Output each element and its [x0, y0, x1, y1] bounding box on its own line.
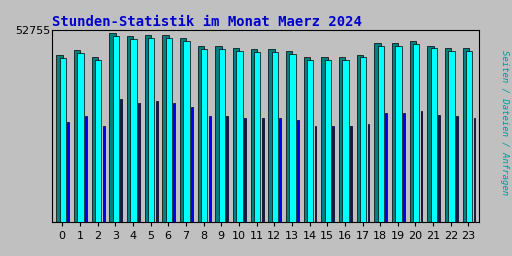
Bar	[244, 118, 246, 222]
Bar	[339, 57, 345, 222]
Bar	[463, 48, 469, 222]
Bar	[67, 122, 69, 222]
Bar	[251, 49, 257, 222]
Bar	[262, 118, 264, 222]
Bar	[272, 52, 278, 222]
Bar	[286, 51, 292, 222]
Bar	[166, 38, 172, 222]
Bar	[110, 33, 116, 222]
Bar	[420, 111, 422, 222]
Bar	[268, 49, 274, 222]
Bar	[449, 51, 455, 222]
Bar	[368, 124, 370, 222]
Bar	[120, 99, 122, 222]
Bar	[456, 116, 458, 222]
Bar	[428, 46, 434, 222]
Bar	[466, 51, 473, 222]
Bar	[77, 53, 84, 222]
Bar	[74, 50, 80, 222]
Bar	[322, 57, 328, 222]
Bar	[198, 47, 204, 222]
Bar	[360, 57, 367, 222]
Bar	[343, 60, 349, 222]
Bar	[145, 35, 151, 222]
Bar	[95, 60, 101, 222]
Bar	[173, 103, 175, 222]
Bar	[289, 54, 296, 222]
Bar	[201, 49, 207, 222]
Bar	[162, 35, 168, 222]
Bar	[385, 113, 387, 222]
Bar	[304, 57, 310, 222]
Bar	[148, 38, 155, 222]
Bar	[237, 51, 243, 222]
Text: Seiten / Dateien / Anfragen: Seiten / Dateien / Anfragen	[500, 50, 509, 195]
Bar	[131, 39, 137, 222]
Bar	[445, 48, 451, 222]
Bar	[216, 47, 222, 222]
Bar	[102, 126, 104, 222]
Bar	[180, 38, 186, 222]
Bar	[413, 44, 419, 222]
Bar	[85, 116, 87, 222]
Bar	[395, 46, 402, 222]
Bar	[92, 57, 98, 222]
Bar	[332, 126, 334, 222]
Bar	[438, 115, 440, 222]
Bar	[392, 43, 398, 222]
Bar	[350, 126, 352, 222]
Bar	[138, 103, 140, 222]
Bar	[183, 41, 190, 222]
Bar	[374, 43, 380, 222]
Bar	[127, 36, 133, 222]
Bar	[325, 60, 331, 222]
Bar	[474, 118, 476, 222]
Bar	[226, 116, 228, 222]
Bar	[208, 116, 210, 222]
Bar	[297, 120, 299, 222]
Bar	[307, 60, 313, 222]
Bar	[431, 48, 437, 222]
Bar	[378, 46, 384, 222]
Bar	[233, 48, 239, 222]
Bar	[60, 58, 66, 222]
Bar	[254, 52, 261, 222]
Bar	[403, 113, 405, 222]
Bar	[279, 118, 281, 222]
Bar	[314, 126, 316, 222]
Bar	[410, 41, 416, 222]
Bar	[219, 49, 225, 222]
Bar	[191, 107, 193, 222]
Bar	[357, 55, 363, 222]
Bar	[156, 101, 158, 222]
Bar	[113, 36, 119, 222]
Bar	[56, 55, 62, 222]
Text: Stunden-Statistik im Monat Maerz 2024: Stunden-Statistik im Monat Maerz 2024	[52, 15, 361, 29]
